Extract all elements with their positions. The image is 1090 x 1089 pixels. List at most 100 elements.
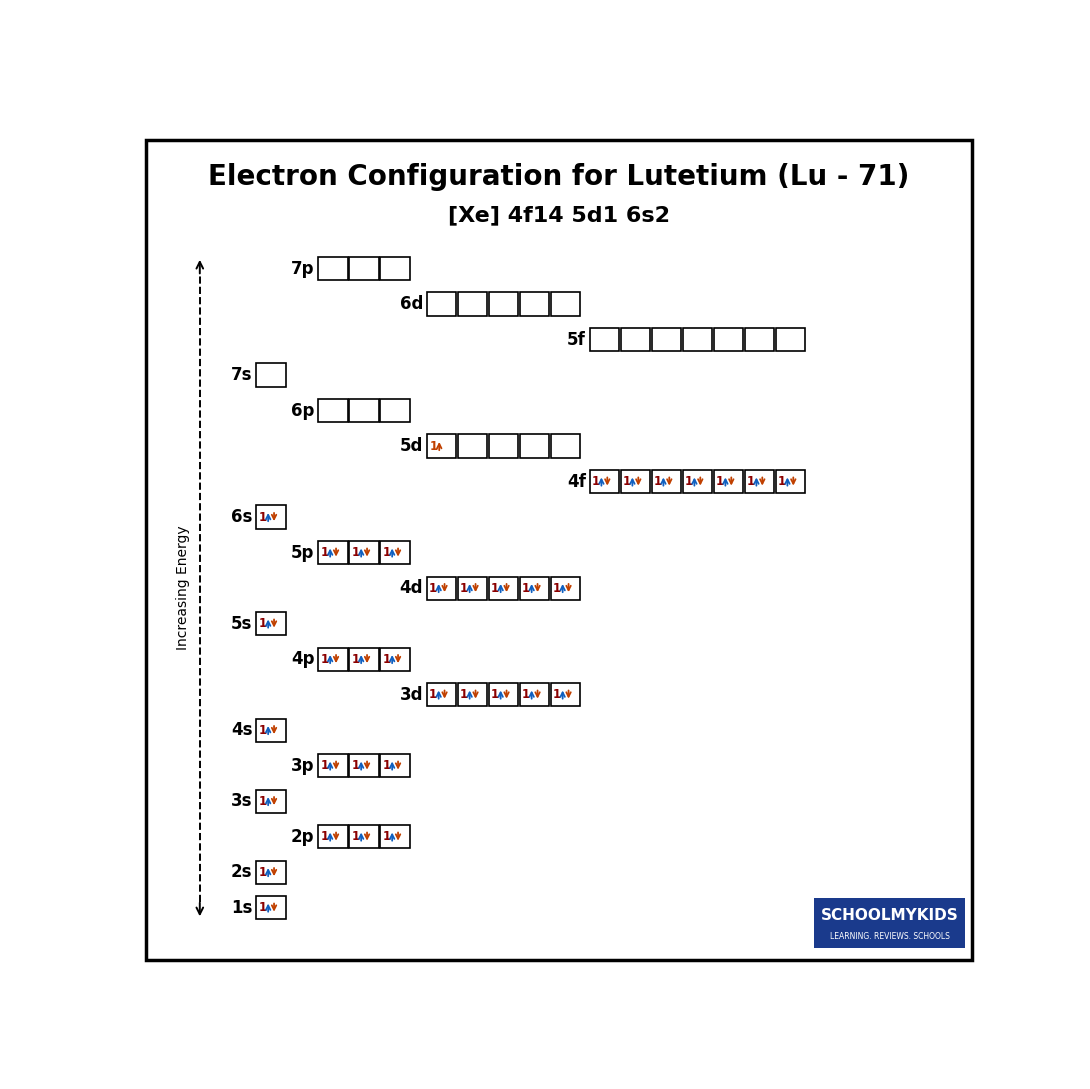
Text: 1: 1 <box>622 475 631 488</box>
Text: 1: 1 <box>351 652 360 665</box>
Bar <box>318 541 348 564</box>
Bar <box>714 328 743 351</box>
Bar <box>620 328 650 351</box>
Bar <box>318 257 348 280</box>
Text: 1: 1 <box>460 688 468 701</box>
Text: 1: 1 <box>320 652 328 665</box>
Bar <box>256 790 286 812</box>
Text: 1: 1 <box>258 723 266 736</box>
Text: 1: 1 <box>383 759 390 772</box>
Bar <box>489 293 519 316</box>
Bar <box>520 576 549 600</box>
Bar <box>380 648 410 671</box>
Text: 1: 1 <box>351 759 360 772</box>
Text: 2p: 2p <box>291 828 315 845</box>
Text: Increasing Energy: Increasing Energy <box>175 526 190 650</box>
Text: SCHOOLMYKIDS: SCHOOLMYKIDS <box>821 908 959 923</box>
Text: 1: 1 <box>429 440 437 453</box>
Bar <box>380 257 410 280</box>
Bar <box>520 293 549 316</box>
Text: 1: 1 <box>747 475 754 488</box>
Bar <box>714 470 743 493</box>
Bar <box>350 648 379 671</box>
Bar <box>350 754 379 778</box>
Bar <box>427 293 457 316</box>
Text: 4p: 4p <box>291 650 315 668</box>
Bar <box>380 825 410 848</box>
Bar <box>427 435 457 457</box>
Bar <box>318 648 348 671</box>
Bar <box>256 896 286 919</box>
Text: 1: 1 <box>685 475 692 488</box>
Bar <box>350 257 379 280</box>
Text: 5d: 5d <box>400 437 423 455</box>
Bar <box>256 612 286 635</box>
Text: LEARNING. REVIEWS. SCHOOLS: LEARNING. REVIEWS. SCHOOLS <box>829 932 949 941</box>
Bar <box>380 399 410 423</box>
Text: 7s: 7s <box>231 366 253 384</box>
Text: [Xe] 4f14 5d1 6s2: [Xe] 4f14 5d1 6s2 <box>448 206 669 225</box>
Text: 1: 1 <box>351 830 360 843</box>
Bar <box>620 470 650 493</box>
Text: 1: 1 <box>383 546 390 559</box>
Text: 1: 1 <box>777 475 786 488</box>
Bar <box>350 399 379 423</box>
Bar <box>682 328 712 351</box>
Text: 1: 1 <box>592 475 600 488</box>
Text: 6p: 6p <box>291 402 315 419</box>
Text: 1: 1 <box>351 546 360 559</box>
Text: 1: 1 <box>522 688 530 701</box>
Bar <box>458 293 487 316</box>
Text: 6s: 6s <box>231 509 253 526</box>
Text: 1: 1 <box>258 901 266 914</box>
Text: 1: 1 <box>553 582 561 595</box>
Text: 1: 1 <box>383 652 390 665</box>
Text: 6d: 6d <box>400 295 423 313</box>
Text: 5p: 5p <box>291 543 315 562</box>
Text: 3p: 3p <box>291 757 315 774</box>
Text: 1: 1 <box>383 830 390 843</box>
Bar <box>318 754 348 778</box>
Bar <box>458 576 487 600</box>
Bar <box>776 328 806 351</box>
Bar <box>318 399 348 423</box>
Bar <box>744 328 774 351</box>
Bar <box>458 683 487 706</box>
Bar <box>652 328 681 351</box>
Bar <box>380 754 410 778</box>
Bar <box>427 576 457 600</box>
Text: 1: 1 <box>320 546 328 559</box>
Bar <box>380 541 410 564</box>
Text: 1: 1 <box>490 688 499 701</box>
Bar <box>458 435 487 457</box>
Bar <box>550 683 580 706</box>
Text: 2s: 2s <box>231 864 253 881</box>
Bar <box>814 897 966 947</box>
Bar <box>550 293 580 316</box>
Bar <box>489 683 519 706</box>
Bar <box>744 470 774 493</box>
Text: 4d: 4d <box>399 579 423 597</box>
Text: 3s: 3s <box>231 792 253 810</box>
Bar <box>256 860 286 883</box>
Bar <box>550 576 580 600</box>
Text: 4s: 4s <box>231 721 253 739</box>
Bar <box>256 364 286 387</box>
Text: 1: 1 <box>460 582 468 595</box>
Text: 1: 1 <box>258 511 266 524</box>
Bar <box>682 470 712 493</box>
Bar <box>256 505 286 528</box>
Text: 7p: 7p <box>291 259 315 278</box>
Text: 1: 1 <box>553 688 561 701</box>
Text: 1: 1 <box>428 688 437 701</box>
Text: 4f: 4f <box>567 473 585 490</box>
Text: 1: 1 <box>320 830 328 843</box>
Text: 1: 1 <box>258 795 266 808</box>
Text: 1: 1 <box>320 759 328 772</box>
Text: Electron Configuration for Lutetium (Lu - 71): Electron Configuration for Lutetium (Lu … <box>208 163 909 191</box>
Bar <box>489 435 519 457</box>
Bar <box>590 470 619 493</box>
Bar <box>318 825 348 848</box>
Text: 3d: 3d <box>399 686 423 703</box>
Bar <box>427 683 457 706</box>
